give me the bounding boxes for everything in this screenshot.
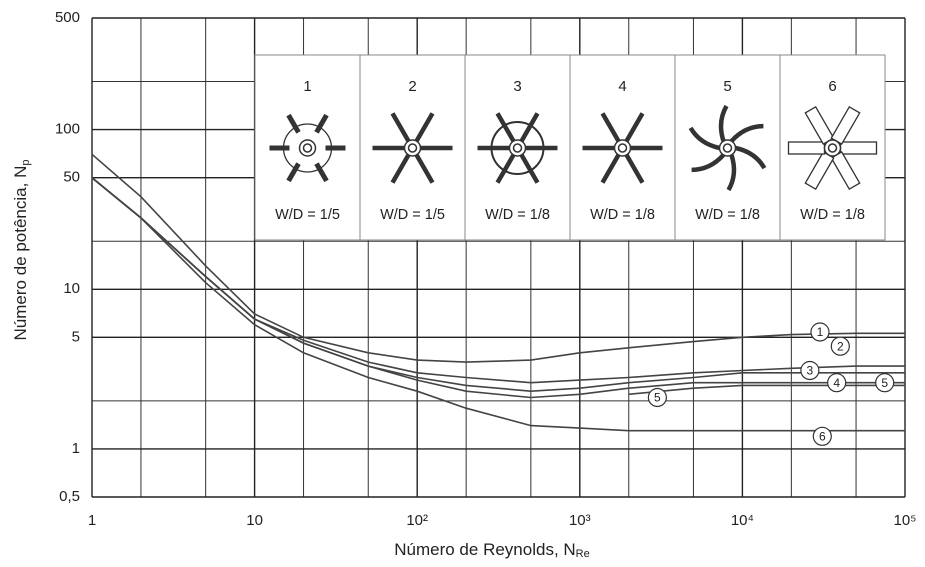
- impeller-number: 2: [408, 78, 416, 95]
- y-tick-label: 50: [63, 169, 80, 186]
- impeller-ratio: W/D = 1/5: [380, 207, 445, 223]
- curve: [629, 385, 905, 394]
- x-tick-label: 10⁵: [894, 512, 917, 529]
- impeller-inset: 1 W/D = 1/5 2 W/D = 1/5 3 W/D = 1/8 4 W/D = 1/8…: [255, 55, 885, 240]
- y-tick-label: 500: [55, 9, 80, 26]
- x-tick-label: 1: [88, 512, 96, 529]
- impeller-hub-inner: [724, 144, 732, 152]
- curve-label: 1: [817, 325, 824, 339]
- impeller-hub-inner: [514, 144, 522, 152]
- y-tick-label: 100: [55, 121, 80, 138]
- impeller-ratio: W/D = 1/8: [485, 207, 550, 223]
- impeller-number: 4: [618, 78, 626, 95]
- impeller-number: 5: [723, 78, 731, 95]
- y-tick-label: 10: [63, 280, 80, 297]
- impeller-number: 3: [513, 78, 521, 95]
- impeller-hub-inner: [829, 144, 837, 152]
- curve-label: 5: [654, 391, 661, 405]
- impeller-ratio: W/D = 1/5: [275, 207, 340, 223]
- x-tick-label: 10⁴: [731, 512, 754, 529]
- impeller-ratio: W/D = 1/8: [590, 207, 655, 223]
- y-axis-title-main: Número de potência, N: [11, 166, 30, 341]
- chart: Número de potência, Np Número de Reynold…: [0, 0, 925, 567]
- y-tick-label: 5: [72, 328, 80, 345]
- impeller-number: 6: [828, 78, 836, 95]
- impeller-hub-inner: [409, 144, 417, 152]
- y-tick-label: 0,5: [59, 488, 80, 505]
- curve-label: 3: [807, 364, 814, 378]
- x-axis-title: Número de Reynolds, NRe: [394, 540, 589, 559]
- impeller-hub-inner: [304, 144, 312, 152]
- x-tick-label: 10²: [406, 512, 428, 529]
- x-tick-label: 10³: [569, 512, 591, 529]
- impeller-blade: [841, 142, 877, 154]
- impeller-blade: [789, 142, 825, 154]
- y-axis-title: Número de potência, Np: [11, 160, 31, 341]
- curve-label: 4: [833, 376, 840, 390]
- impeller-hub-inner: [619, 144, 627, 152]
- impeller-ratio: W/D = 1/8: [800, 207, 865, 223]
- x-axis-title-main: Número de Reynolds, N: [394, 540, 575, 559]
- x-tick-label: 10: [246, 512, 263, 529]
- x-axis-title-sub: Re: [576, 548, 590, 560]
- curve-label: 6: [819, 429, 826, 443]
- y-axis-title-sub: p: [20, 160, 32, 166]
- curve-label: 5: [881, 376, 888, 390]
- impeller-ratio: W/D = 1/8: [695, 207, 760, 223]
- impeller-number: 1: [303, 78, 311, 95]
- curve-label: 2: [837, 339, 844, 353]
- y-tick-label: 1: [72, 440, 80, 457]
